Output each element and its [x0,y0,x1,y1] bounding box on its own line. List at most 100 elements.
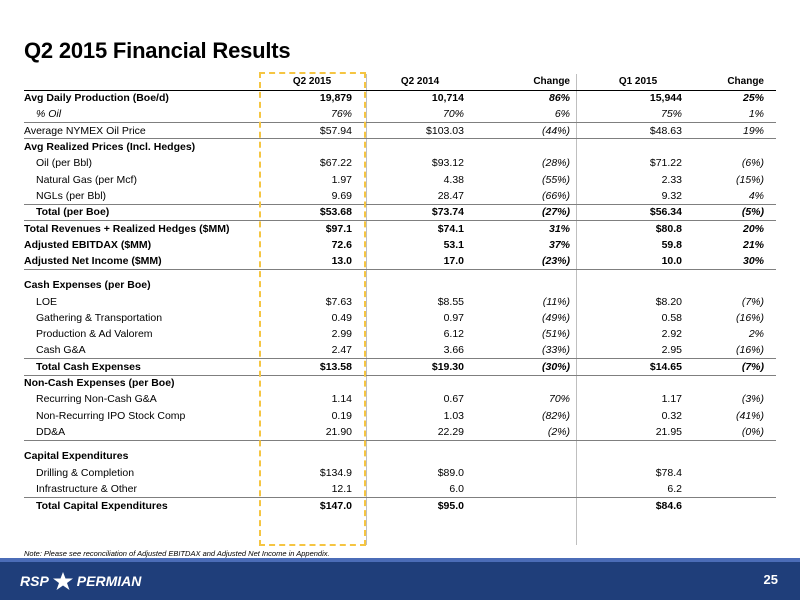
row-label: Average NYMEX Oil Price [24,122,260,140]
value-change-qoq: (15%) [735,173,764,186]
value-q2-2014: $93.12 [431,157,464,170]
row-label: Capital Expenditures [24,450,129,463]
value-q2-2015: 2.47 [331,344,352,357]
footnote: Note: Please see reconciliation of Adjus… [24,549,330,558]
value-change-yoy [476,139,582,155]
value-q2-2014: 70% [364,106,476,124]
value-q2-2015: 19,879 [319,92,352,105]
value-q2-2015: 12.1 [331,482,352,495]
value-q1-2015: 0.58 [661,312,682,324]
value-q2-2015: $97.1 [325,222,352,235]
value-q1-2015: $48.63 [582,122,694,140]
value-q2-2014 [364,448,476,464]
value-q2-2014: 53.1 [443,238,464,251]
table-row: Production & Ad Valorem 2.99 6.12 (51%) 2.92… [24,326,776,342]
value-q2-2015: $7.63 [325,295,352,308]
value-change-yoy [476,269,582,277]
table-row: % Oil 76% 70% 6% 75% 1% [24,106,776,124]
star-icon [52,572,73,590]
value-change-qoq: (5%) [694,203,776,221]
value-q1-2015 [582,277,694,293]
value-change-yoy: (23%) [476,252,582,270]
value-q2-2014 [364,139,476,155]
row-label: Avg Realized Prices (Incl. Hedges) [24,141,196,154]
value-q2-2015: $57.94 [260,122,364,140]
value-q1-2015 [582,139,694,155]
table-row: Average NYMEX Oil Price $57.94 $103.03 (44%… [24,122,776,140]
header-blank [24,74,260,91]
row-label: Total Cash Expenses [24,358,260,376]
value-change-yoy: 6% [476,106,582,124]
value-q1-2015: 6.2 [667,482,682,495]
value-change-yoy: 70% [548,393,570,406]
table-row: Drilling & Completion $134.9 $89.0 $78.4 [24,465,776,481]
value-change-yoy [476,277,582,293]
value-q2-2014 [364,375,476,391]
value-q1-2015 [582,448,694,464]
value-q2-2014: 0.67 [443,393,464,406]
value-q2-2014: $89.0 [437,466,464,479]
value-change-yoy: (51%) [541,328,570,341]
logo-text-left: RSP [20,573,49,589]
spacer-row [24,269,776,277]
value-change-yoy: (28%) [541,157,570,170]
value-change-yoy [476,481,582,497]
table-row: Non-Recurring IPO Stock Comp 0.19 1.03 (82%… [24,408,776,424]
value-q2-2014: 22.29 [364,423,476,441]
logo-text-right: PERMIAN [76,573,142,589]
value-q2-2015: 72.6 [331,238,352,251]
section-header-row: Cash Expenses (per Boe) [24,277,776,293]
value-change-qoq [694,465,776,481]
value-change-yoy: (11%) [542,295,570,308]
value-q1-2015: 2.92 [661,328,682,341]
table-row: Recurring Non-Cash G&A 1.14 0.67 70% 1.17 (3%… [24,391,776,407]
value-change-yoy: (82%) [541,409,570,422]
value-q2-2014: $19.30 [364,358,476,376]
value-q1-2015: 10.0 [582,252,694,270]
value-q1-2015 [582,375,694,391]
value-change-yoy: 86% [548,92,570,105]
value-q2-2015: 0.19 [331,409,352,422]
value-q2-2015: 9.69 [331,189,352,202]
value-q2-2015: 13.0 [260,252,364,270]
row-label: Infrastructure & Other [36,482,137,495]
row-label: Oil (per Bbl) [36,157,93,170]
value-change-yoy: (27%) [476,203,582,221]
value-change-qoq [694,481,776,497]
value-change-yoy: (44%) [476,122,582,140]
value-change-qoq: 4% [748,189,764,202]
value-q2-2014 [364,277,476,293]
value-q2-2015: 0.49 [331,312,352,324]
financial-results-table: Q2 2015 Q2 2014 Change Q1 2015 Change Av… [24,74,776,514]
value-change-yoy: (66%) [541,189,570,202]
table-row: Oil (per Bbl) $67.22 $93.12 (28%) $71.22 (6%) [24,155,776,171]
value-q2-2015: 2.99 [331,328,352,341]
table-row: Natural Gas (per Mcf) 1.97 4.38 (55%) 2.33 (1… [24,171,776,187]
value-q1-2015: $80.8 [655,222,682,235]
value-q1-2015: 0.32 [661,409,682,422]
spacer-row [24,440,776,448]
q2-2015-highlight-box [259,72,366,546]
value-change-qoq: 2% [748,328,764,341]
table-header-row: Q2 2015 Q2 2014 Change Q1 2015 Change [24,74,776,91]
value-change-qoq [694,375,776,391]
row-label: Natural Gas (per Mcf) [36,173,137,186]
value-change-yoy: 31% [548,222,570,235]
row-label: Avg Daily Production (Boe/d) [24,92,169,105]
table-row: Infrastructure & Other 12.1 6.0 6.2 [24,481,776,497]
value-q2-2014: 6.12 [443,328,464,341]
value-q1-2015 [582,269,694,277]
row-label: Non-Cash Expenses (per Boe) [24,377,175,390]
value-change-qoq [694,440,776,448]
value-change-qoq: 20% [742,222,764,235]
row-label: Total Capital Expenditures [24,496,260,514]
row-label: Drilling & Completion [36,466,135,479]
value-q1-2015: 2.95 [661,344,682,357]
table-row: Adjusted Net Income ($MM) 13.0 17.0 (23%) 10… [24,252,776,270]
value-change-qoq: (6%) [741,157,764,170]
value-q1-2015: 75% [582,106,694,124]
row-label: Non-Recurring IPO Stock Comp [36,409,186,422]
value-q1-2015: $56.34 [582,203,694,221]
row-label: NGLs (per Bbl) [36,189,107,202]
header-change-yoy: Change [476,74,582,91]
